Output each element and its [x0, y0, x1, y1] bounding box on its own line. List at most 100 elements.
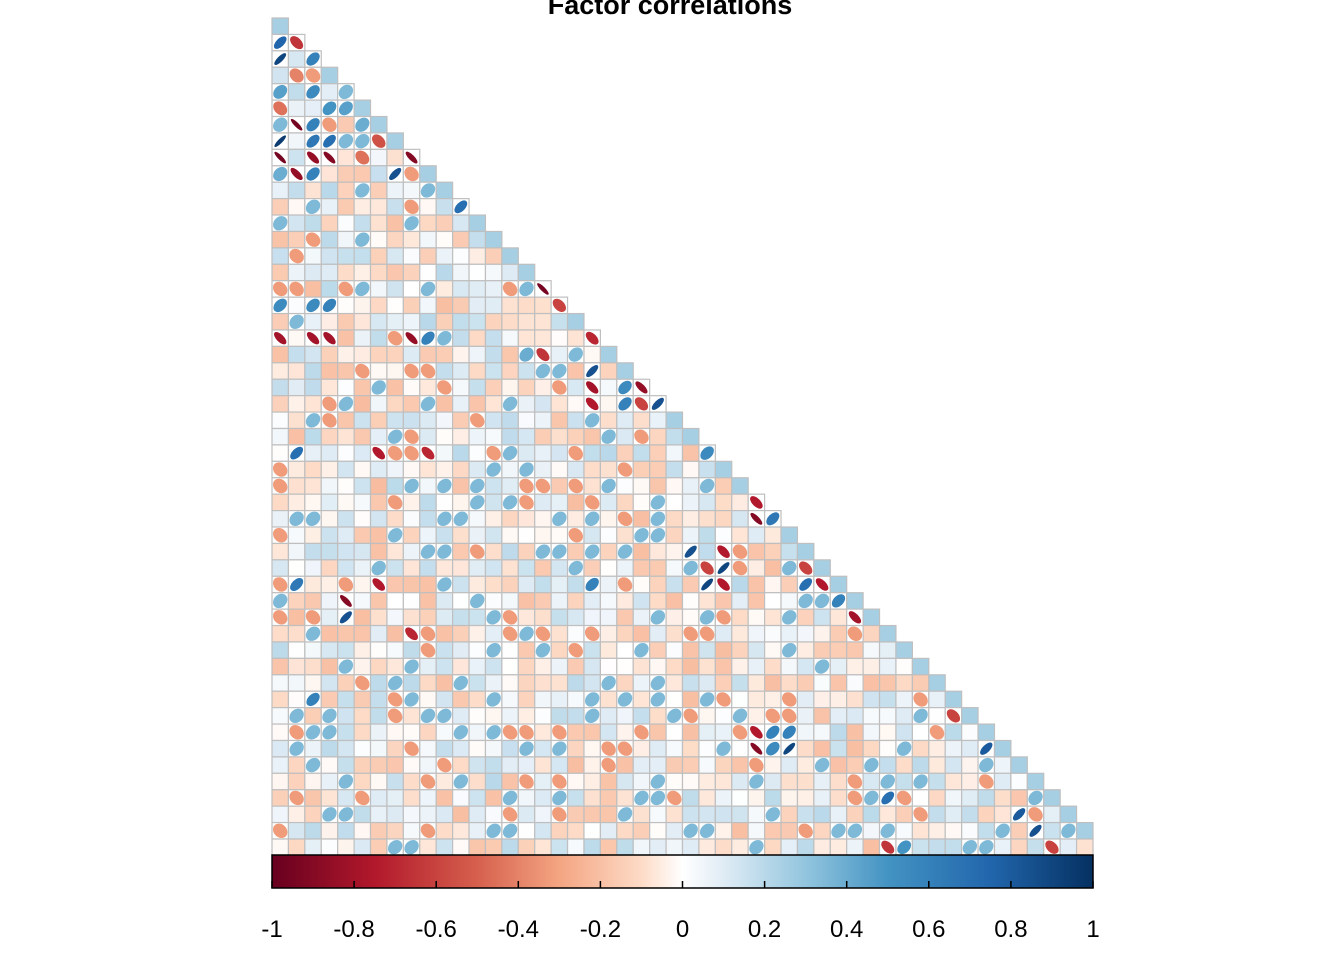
matrix-cell: [369, 690, 388, 709]
matrix-cell: [796, 772, 815, 791]
matrix-cell: [813, 789, 831, 807]
matrix-cell: [698, 756, 716, 774]
matrix-cell: [583, 526, 601, 545]
matrix-cell: [763, 608, 782, 627]
correlation-ellipse: [338, 101, 353, 116]
correlation-ellipse: [617, 511, 633, 527]
matrix-cell: [271, 198, 290, 216]
matrix-cell: [435, 493, 454, 512]
matrix-cell: [320, 592, 339, 610]
matrix-cell: [501, 460, 519, 479]
matrix-cell: [911, 838, 930, 857]
matrix-cell: [484, 542, 503, 561]
matrix-cell: [402, 608, 421, 627]
correlation-ellipse: [355, 232, 370, 247]
correlation-ellipse: [519, 626, 534, 641]
matrix-cell: [287, 345, 306, 364]
ellipse-glyphs: [272, 36, 1076, 855]
matrix-cell: [304, 280, 322, 298]
matrix-cell: [534, 395, 552, 413]
correlation-ellipse: [519, 774, 534, 789]
correlation-ellipse: [274, 135, 286, 147]
matrix-cell: [731, 739, 749, 758]
matrix-cell: [402, 674, 421, 692]
matrix-cell: [977, 821, 996, 840]
correlation-ellipse: [421, 446, 435, 460]
matrix-cell: [419, 198, 437, 216]
matrix-cell: [977, 789, 996, 807]
matrix-cell: [304, 789, 322, 807]
matrix-cell: [616, 526, 634, 545]
matrix-cell: [419, 312, 437, 331]
matrix-cell: [616, 657, 634, 676]
matrix-cell: [271, 17, 290, 36]
matrix-cell: [304, 575, 322, 594]
matrix-cell: [829, 608, 848, 627]
matrix-cell: [665, 444, 684, 462]
matrix-cell: [304, 99, 322, 118]
colorbar-tick-label: -0.8: [333, 916, 374, 943]
correlation-ellipse: [305, 725, 321, 740]
matrix-cell: [911, 789, 930, 807]
correlation-ellipse: [814, 659, 830, 674]
matrix-cell: [501, 247, 519, 265]
correlation-ellipse: [749, 774, 764, 789]
matrix-cell: [337, 115, 355, 134]
correlation-ellipse: [650, 511, 666, 526]
matrix-cell: [747, 592, 766, 610]
matrix-cell: [583, 805, 601, 824]
matrix-cell: [1059, 805, 1078, 824]
matrix-cell: [337, 510, 355, 528]
matrix-cell: [337, 838, 355, 857]
matrix-cell: [501, 312, 519, 331]
matrix-cell: [566, 821, 585, 840]
matrix-cell: [402, 395, 421, 413]
correlation-ellipse: [913, 692, 928, 707]
correlation-ellipse: [502, 445, 518, 461]
matrix-cell: [1043, 805, 1061, 824]
matrix-cell: [862, 805, 881, 824]
matrix-cell: [862, 624, 881, 643]
matrix-cell: [484, 838, 503, 857]
correlation-ellipse: [716, 610, 731, 625]
matrix-cell: [435, 362, 454, 380]
matrix-cell: [468, 345, 487, 364]
matrix-cell: [583, 608, 601, 627]
matrix-cell: [632, 575, 651, 594]
correlation-ellipse: [601, 757, 616, 773]
matrix-cell: [878, 707, 897, 725]
matrix-cell: [468, 312, 487, 331]
matrix-cell: [566, 608, 585, 627]
matrix-cell: [665, 526, 684, 545]
matrix-cell: [501, 427, 519, 446]
matrix-cell: [271, 723, 290, 742]
matrix-cell: [616, 362, 634, 380]
correlation-ellipse: [273, 101, 288, 116]
matrix-cell: [419, 789, 437, 807]
matrix-cell: [501, 559, 519, 577]
colorbar-tick-label: -0.6: [416, 916, 457, 943]
matrix-cell: [304, 707, 322, 725]
matrix-cell: [452, 559, 470, 577]
correlation-ellipse: [272, 281, 288, 297]
matrix-cell: [337, 789, 355, 807]
matrix-cell: [895, 641, 913, 659]
correlation-ellipse: [420, 544, 436, 559]
correlation-ellipse: [617, 544, 633, 559]
matrix-cell: [829, 723, 848, 742]
matrix-cell: [452, 756, 470, 774]
matrix-cell: [550, 821, 569, 840]
matrix-cell: [649, 723, 667, 742]
matrix-cell: [747, 821, 766, 840]
matrix-cell: [501, 296, 519, 315]
matrix-cell: [813, 559, 831, 577]
correlation-ellipse: [552, 298, 566, 312]
correlation-ellipse: [323, 134, 336, 148]
correlation-ellipse: [896, 741, 912, 756]
matrix-cell: [681, 641, 700, 659]
correlation-ellipse: [519, 281, 534, 297]
matrix-cell: [517, 657, 536, 676]
correlation-ellipse: [847, 790, 863, 806]
correlation-ellipse: [732, 560, 748, 576]
matrix-cell: [468, 395, 487, 413]
